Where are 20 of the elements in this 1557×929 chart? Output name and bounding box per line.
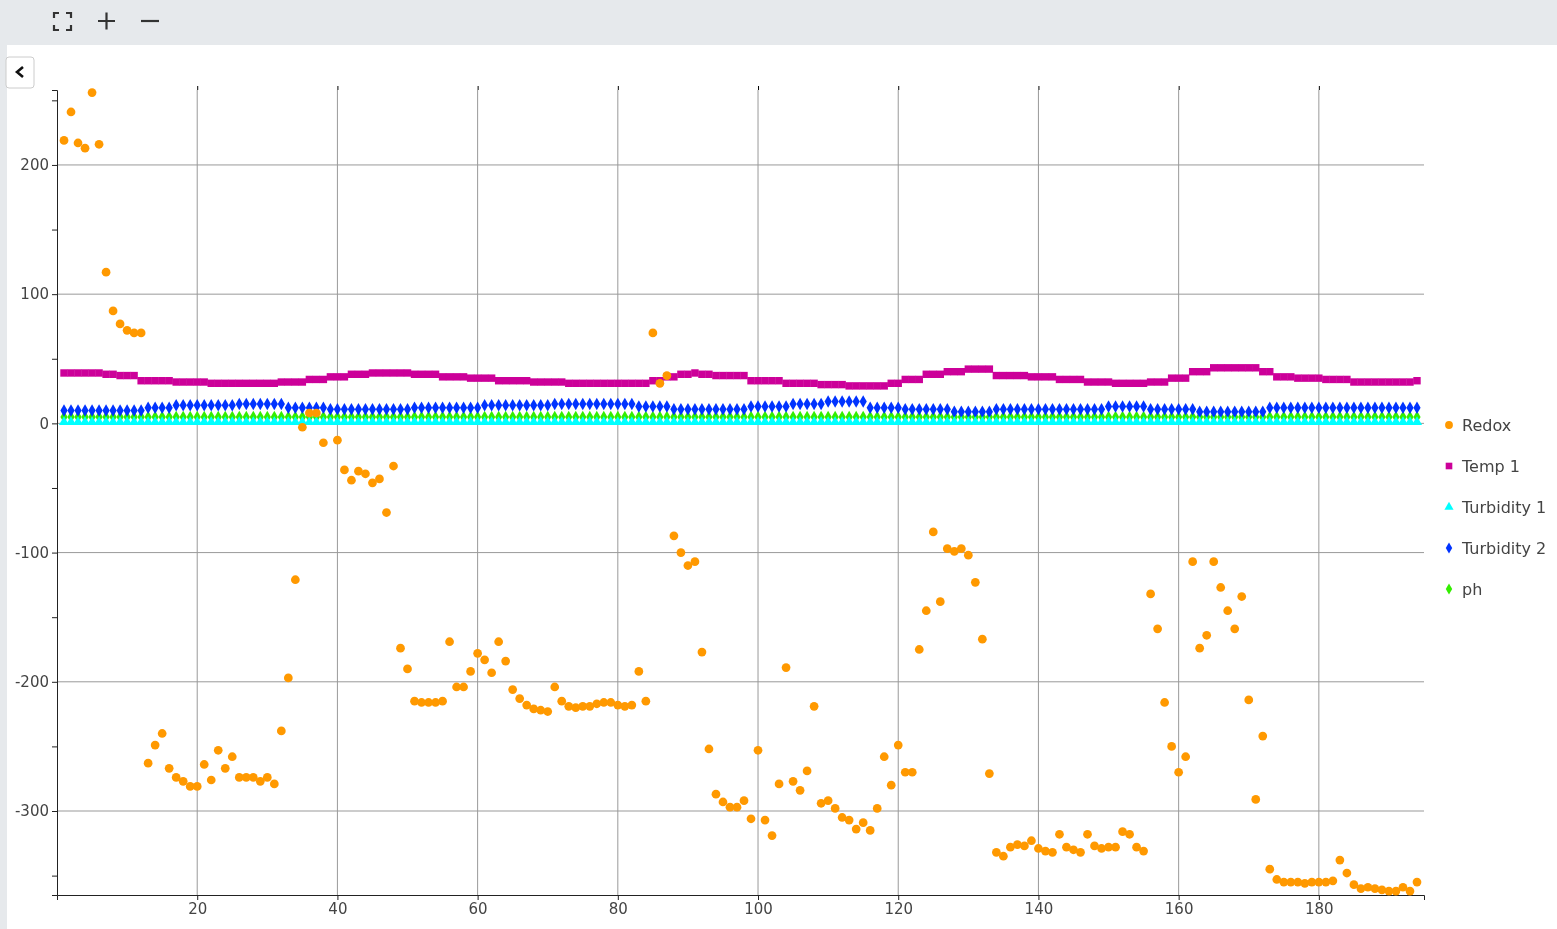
y-tick-label: 200	[20, 156, 49, 175]
y-tick-label: -200	[14, 673, 49, 692]
legend-label: Turbidity 1	[1461, 498, 1547, 517]
x-tick-label: 20	[188, 899, 208, 918]
y-tick-label: -300	[14, 802, 49, 821]
legend-label: ph	[1462, 580, 1483, 599]
x-tick-label: 40	[328, 899, 348, 918]
y-tick-label: 0	[39, 414, 49, 433]
x-tick-label: 140	[1024, 899, 1054, 918]
x-tick-label: 100	[744, 899, 773, 918]
legend-label: Temp 1	[1461, 457, 1520, 476]
legend-label: Redox	[1462, 416, 1512, 435]
x-tick-label: 120	[884, 899, 914, 918]
x-tick-label: 160	[1164, 899, 1194, 918]
x-tick-label: 60	[468, 899, 488, 918]
legend-label: Turbidity 2	[1461, 539, 1547, 558]
y-tick-label: 100	[20, 285, 49, 304]
x-tick-label: 180	[1305, 899, 1334, 918]
x-tick-label: 80	[608, 899, 628, 918]
y-tick-label: -100	[14, 543, 49, 562]
